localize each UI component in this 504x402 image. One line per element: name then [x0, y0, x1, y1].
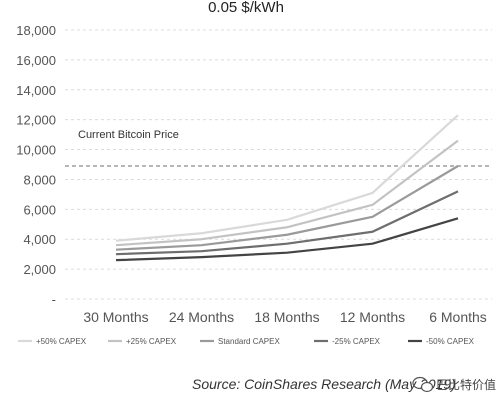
y-tick-label: 16,000: [16, 53, 56, 68]
series-line: [115, 165, 459, 251]
legend-label: -50% CAPEX: [426, 337, 475, 346]
x-tick-label: 12 Months: [340, 309, 405, 325]
series-line: [115, 190, 459, 256]
y-tick-label: 12,000: [16, 113, 56, 128]
legend-label: -25% CAPEX: [332, 337, 381, 346]
series-line: [115, 139, 459, 247]
reference-line-label: Current Bitcoin Price: [78, 129, 179, 141]
watermark: 巴比特价值: [412, 376, 496, 393]
legend-label: +50% CAPEX: [36, 337, 87, 346]
y-tick-label: 2,000: [23, 262, 56, 277]
y-tick-label: 10,000: [16, 143, 56, 158]
series-lines: [115, 114, 459, 262]
legend: +50% CAPEX +25% CAPEX Standard CAPEX -25% C…: [18, 337, 475, 346]
y-tick-label: 8,000: [23, 172, 56, 187]
y-tick-label: -: [52, 292, 56, 307]
x-tick-label: 6 Months: [429, 309, 487, 325]
x-tick-label: 24 Months: [169, 309, 234, 325]
x-axis-ticks: 30 Months 24 Months 18 Months 12 Months 6 Mo…: [83, 309, 486, 325]
source-note: Source: CoinShares Research (May 2019): [192, 376, 456, 392]
y-tick-label: 6,000: [23, 202, 56, 217]
x-tick-label: 18 Months: [254, 309, 319, 325]
watermark-text: 巴比特价值: [436, 377, 496, 392]
y-tick-label: 4,000: [23, 232, 56, 247]
legend-label: Standard CAPEX: [218, 337, 280, 346]
y-axis-ticks: - 2,000 4,000 6,000 8,000 10,000 12,000 14,000 1…: [16, 23, 56, 307]
x-tick-label: 30 Months: [83, 309, 148, 325]
chart-title: 0.05 $/kWh: [208, 0, 284, 16]
y-tick-label: 14,000: [16, 83, 56, 98]
legend-label: +25% CAPEX: [126, 337, 177, 346]
series-line: [115, 217, 459, 262]
y-tick-label: 18,000: [16, 23, 56, 38]
wechat-icon: [412, 376, 434, 393]
series-line: [115, 114, 459, 242]
